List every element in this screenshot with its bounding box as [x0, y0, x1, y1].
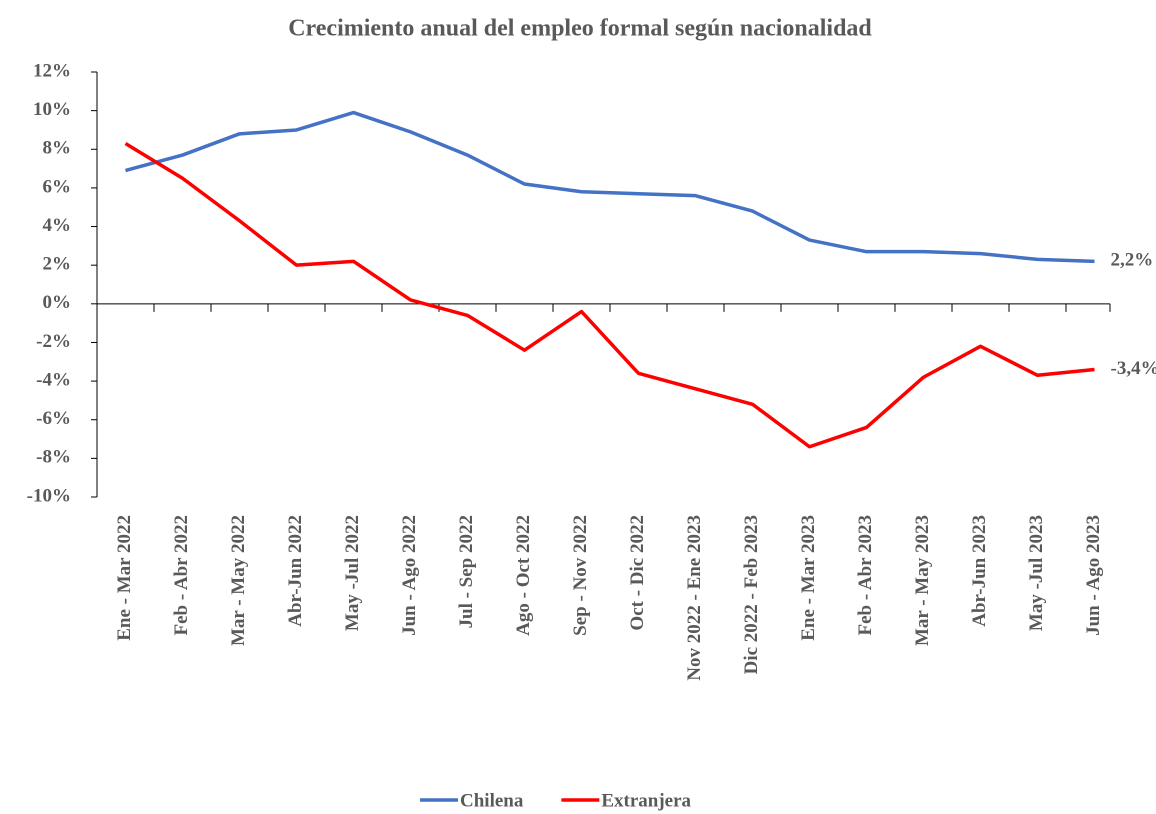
data-label: 2,2% [1111, 250, 1154, 271]
x-tick-label: Jul - Sep 2022 [456, 515, 477, 629]
x-tick-label: May -Jul 2023 [1026, 515, 1047, 631]
y-tick-label: -8% [36, 447, 71, 468]
x-tick-label: Nov 2022 - Ene 2023 [684, 515, 705, 681]
y-tick-label: -10% [27, 485, 71, 506]
x-tick-label: Mar - May 2022 [228, 515, 249, 646]
y-tick-label: -6% [36, 408, 71, 429]
y-tick-label: 0% [43, 292, 72, 313]
x-tick-label: Abr-Jun 2023 [969, 515, 990, 627]
x-tick-label: May -Jul 2022 [342, 515, 363, 631]
legend-label: Extranjera [601, 790, 691, 811]
legend-label: Chilena [460, 790, 524, 811]
y-tick-label: -2% [36, 331, 71, 352]
x-tick-label: Feb - Abr 2023 [855, 515, 876, 636]
x-tick-label: Dic 2022 - Feb 2023 [741, 515, 762, 674]
y-tick-label: 2% [43, 254, 72, 275]
x-tick-label: Sep - Nov 2022 [570, 515, 591, 636]
y-tick-label: 8% [43, 138, 72, 159]
x-tick-label: Ago - Oct 2022 [513, 515, 534, 636]
x-tick-label: Oct - Dic 2022 [627, 515, 648, 631]
x-tick-label: Ene - Mar 2023 [798, 515, 819, 641]
line-series [124, 141, 1095, 449]
y-tick-label: 4% [43, 215, 72, 236]
x-tick-label: Abr-Jun 2022 [285, 515, 306, 627]
x-tick-label: Jun - Ago 2023 [1083, 515, 1104, 636]
line-series [125, 110, 1095, 264]
y-tick-label: 6% [43, 176, 72, 197]
y-tick-label: -4% [36, 369, 71, 390]
y-tick-label: 10% [33, 99, 71, 120]
data-label: -3,4% [1111, 358, 1156, 379]
y-tick-label: 12% [33, 60, 71, 81]
x-tick-label: Feb - Abr 2022 [171, 515, 192, 636]
x-tick-label: Ene - Mar 2022 [114, 515, 135, 641]
chart-title: Crecimiento anual del empleo formal segú… [288, 16, 872, 42]
x-tick-label: Mar - May 2023 [912, 515, 933, 646]
x-tick-label: Jun - Ago 2022 [399, 515, 420, 636]
